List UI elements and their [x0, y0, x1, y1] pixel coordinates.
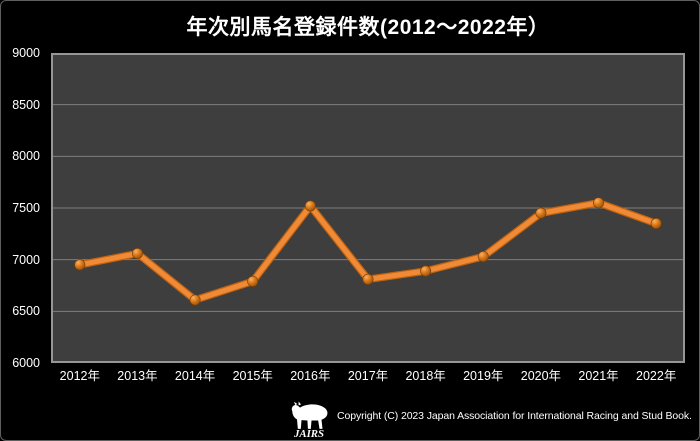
chart-title: 年次別馬名登録件数(2012～2022年）	[186, 16, 550, 39]
x-axis-label: 2018年	[405, 369, 446, 383]
y-axis-label: 7500	[12, 201, 40, 215]
jairs-logo-text: JAIRS	[293, 428, 324, 439]
x-axis-label: 2019年	[463, 369, 504, 383]
data-point	[650, 218, 662, 230]
data-point	[74, 259, 86, 271]
x-axis: 2012年 2013年 2014年 2015年 2016年 2017年 2018年 2019年…	[51, 368, 685, 386]
x-axis-label: 2017年	[347, 369, 389, 383]
y-axis-label: 8000	[12, 149, 40, 164]
data-point	[477, 251, 489, 263]
y-axis-label: 9000	[12, 46, 40, 60]
jairs-logo: JAIRS	[291, 401, 328, 439]
x-axis-label: 2022年	[636, 369, 677, 383]
y-axis-label: 6000	[12, 356, 40, 370]
y-axis-label: 7000	[12, 252, 40, 267]
data-point	[189, 294, 201, 306]
x-axis-label: 2014年	[174, 369, 216, 383]
data-point	[304, 200, 316, 212]
x-axis-label: 2015年	[232, 369, 273, 383]
y-axis: 6000 6500 7000 7500 8000 8500 9000	[1, 46, 45, 370]
x-axis-label: 2020年	[520, 369, 562, 383]
x-axis-label: 2012年	[59, 369, 100, 383]
chart-plot	[51, 53, 685, 363]
data-point	[420, 265, 432, 277]
data-point	[362, 273, 374, 285]
copyright-text: Copyright (C) 2023 Japan Association for…	[337, 410, 692, 422]
data-point	[535, 207, 547, 219]
x-axis-label: 2016年	[290, 369, 331, 383]
x-axis-label: 2013年	[117, 369, 158, 383]
data-point	[131, 247, 143, 259]
x-axis-label: 2021年	[578, 369, 619, 383]
data-point	[593, 197, 605, 209]
y-axis-label: 8500	[12, 97, 40, 112]
y-axis-label: 6500	[12, 304, 40, 319]
horse-icon	[291, 401, 328, 429]
data-point	[247, 275, 259, 287]
chart-area	[51, 53, 685, 363]
